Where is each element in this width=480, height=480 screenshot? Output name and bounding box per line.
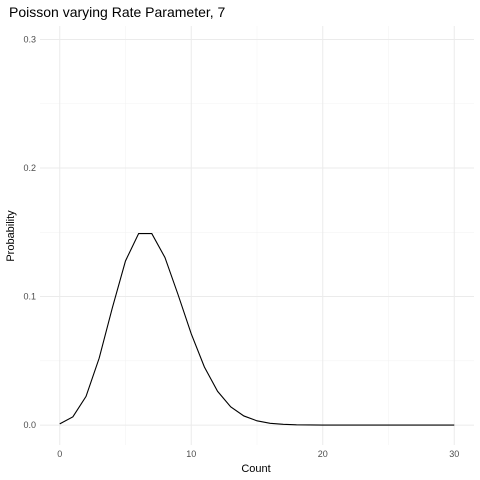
chart-title: Poisson varying Rate Parameter, 7 bbox=[9, 4, 226, 20]
y-axis-title: Probability bbox=[5, 210, 17, 262]
x-tick-label: 30 bbox=[449, 449, 459, 459]
y-tick-label: 0.2 bbox=[23, 163, 36, 173]
major-gridlines bbox=[40, 26, 474, 445]
plot-panel bbox=[40, 26, 474, 445]
x-tick-label: 10 bbox=[186, 449, 196, 459]
y-tick-label: 0.3 bbox=[23, 34, 36, 44]
minor-gridlines bbox=[40, 26, 474, 445]
x-axis-title: Count bbox=[241, 463, 270, 475]
y-tick-label: 0.0 bbox=[23, 420, 36, 430]
x-axis-ticks: 0 10 20 30 bbox=[57, 449, 459, 459]
x-tick-label: 0 bbox=[57, 449, 62, 459]
y-axis-ticks: 0.0 0.1 0.2 0.3 bbox=[23, 34, 36, 430]
series-line bbox=[59, 233, 455, 426]
y-tick-label: 0.1 bbox=[23, 292, 36, 302]
series-layer bbox=[59, 233, 455, 426]
x-tick-label: 20 bbox=[318, 449, 328, 459]
